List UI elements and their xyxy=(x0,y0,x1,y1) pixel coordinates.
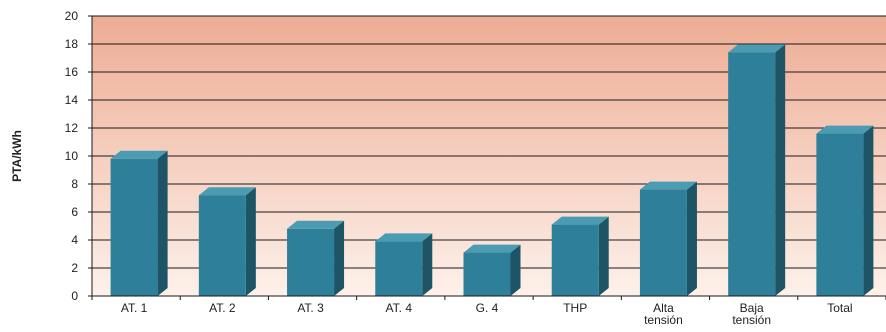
bar-side xyxy=(245,187,256,296)
bar xyxy=(110,150,168,296)
bar-top xyxy=(198,187,256,196)
y-tick-label: 14 xyxy=(65,93,79,107)
bar-side xyxy=(422,233,433,296)
y-tick-label: 0 xyxy=(71,289,78,303)
y-tick-label: 4 xyxy=(71,233,78,247)
y-tick-label: 20 xyxy=(65,9,79,23)
bar-side xyxy=(598,216,609,296)
x-axis: AT. 1 AT. 2 AT. 3 AT. 4 G. 4 THP Alta tensión Ba… xyxy=(91,295,886,327)
y-tick-label: 2 xyxy=(71,261,78,275)
bar-front xyxy=(198,195,246,296)
x-tick-label: AT. 2 xyxy=(209,301,236,315)
bar xyxy=(639,181,697,296)
bar-side xyxy=(686,181,697,296)
x-tick-label: Total xyxy=(827,301,852,315)
bar-top xyxy=(110,150,168,159)
x-tick-label: THP xyxy=(563,301,587,315)
bar-side xyxy=(775,44,786,297)
bar-front xyxy=(110,158,158,296)
bar xyxy=(551,216,609,296)
x-tick-label: AT. 3 xyxy=(297,301,324,315)
bar-side xyxy=(510,244,521,296)
bar xyxy=(198,187,256,296)
y-tick-label: 18 xyxy=(65,37,79,51)
bar-front xyxy=(816,133,864,296)
x-tick-label: G. 4 xyxy=(476,301,499,315)
bar-top xyxy=(551,216,609,225)
bar xyxy=(287,220,345,296)
bar-top xyxy=(463,244,521,253)
x-tick-label: AT. 4 xyxy=(386,301,413,315)
y-tick-label: 16 xyxy=(65,65,79,79)
bar-front xyxy=(551,224,599,296)
bar xyxy=(728,44,786,297)
y-tick-label: 12 xyxy=(65,121,79,135)
y-tick-label: 10 xyxy=(65,149,79,163)
bar-top xyxy=(287,220,345,229)
bar-side xyxy=(334,220,345,296)
x-tick-label: AT. 1 xyxy=(121,301,148,315)
x-tick-label: Alta tensión xyxy=(644,301,683,327)
bar-side xyxy=(157,150,168,296)
bar-front xyxy=(287,228,335,296)
bar xyxy=(463,244,521,296)
bar xyxy=(816,125,874,296)
bar-front xyxy=(639,189,687,296)
y-axis-label: PTA/kWh xyxy=(10,130,24,182)
bar-top xyxy=(816,125,874,134)
y-tick-label: 6 xyxy=(71,205,78,219)
bar-top xyxy=(639,181,697,190)
y-axis: 0 2 4 6 8 10 12 14 16 18 20 xyxy=(65,9,93,303)
bar-side xyxy=(863,125,874,296)
bar-top xyxy=(728,44,786,53)
bar-top xyxy=(375,233,433,242)
bar-front xyxy=(375,241,423,296)
y-tick-label: 8 xyxy=(71,177,78,191)
bar xyxy=(375,233,433,296)
x-tick-label: Baja tensión xyxy=(732,301,771,327)
bar-front xyxy=(728,52,776,297)
bars xyxy=(110,44,874,297)
bar-front xyxy=(463,252,511,296)
